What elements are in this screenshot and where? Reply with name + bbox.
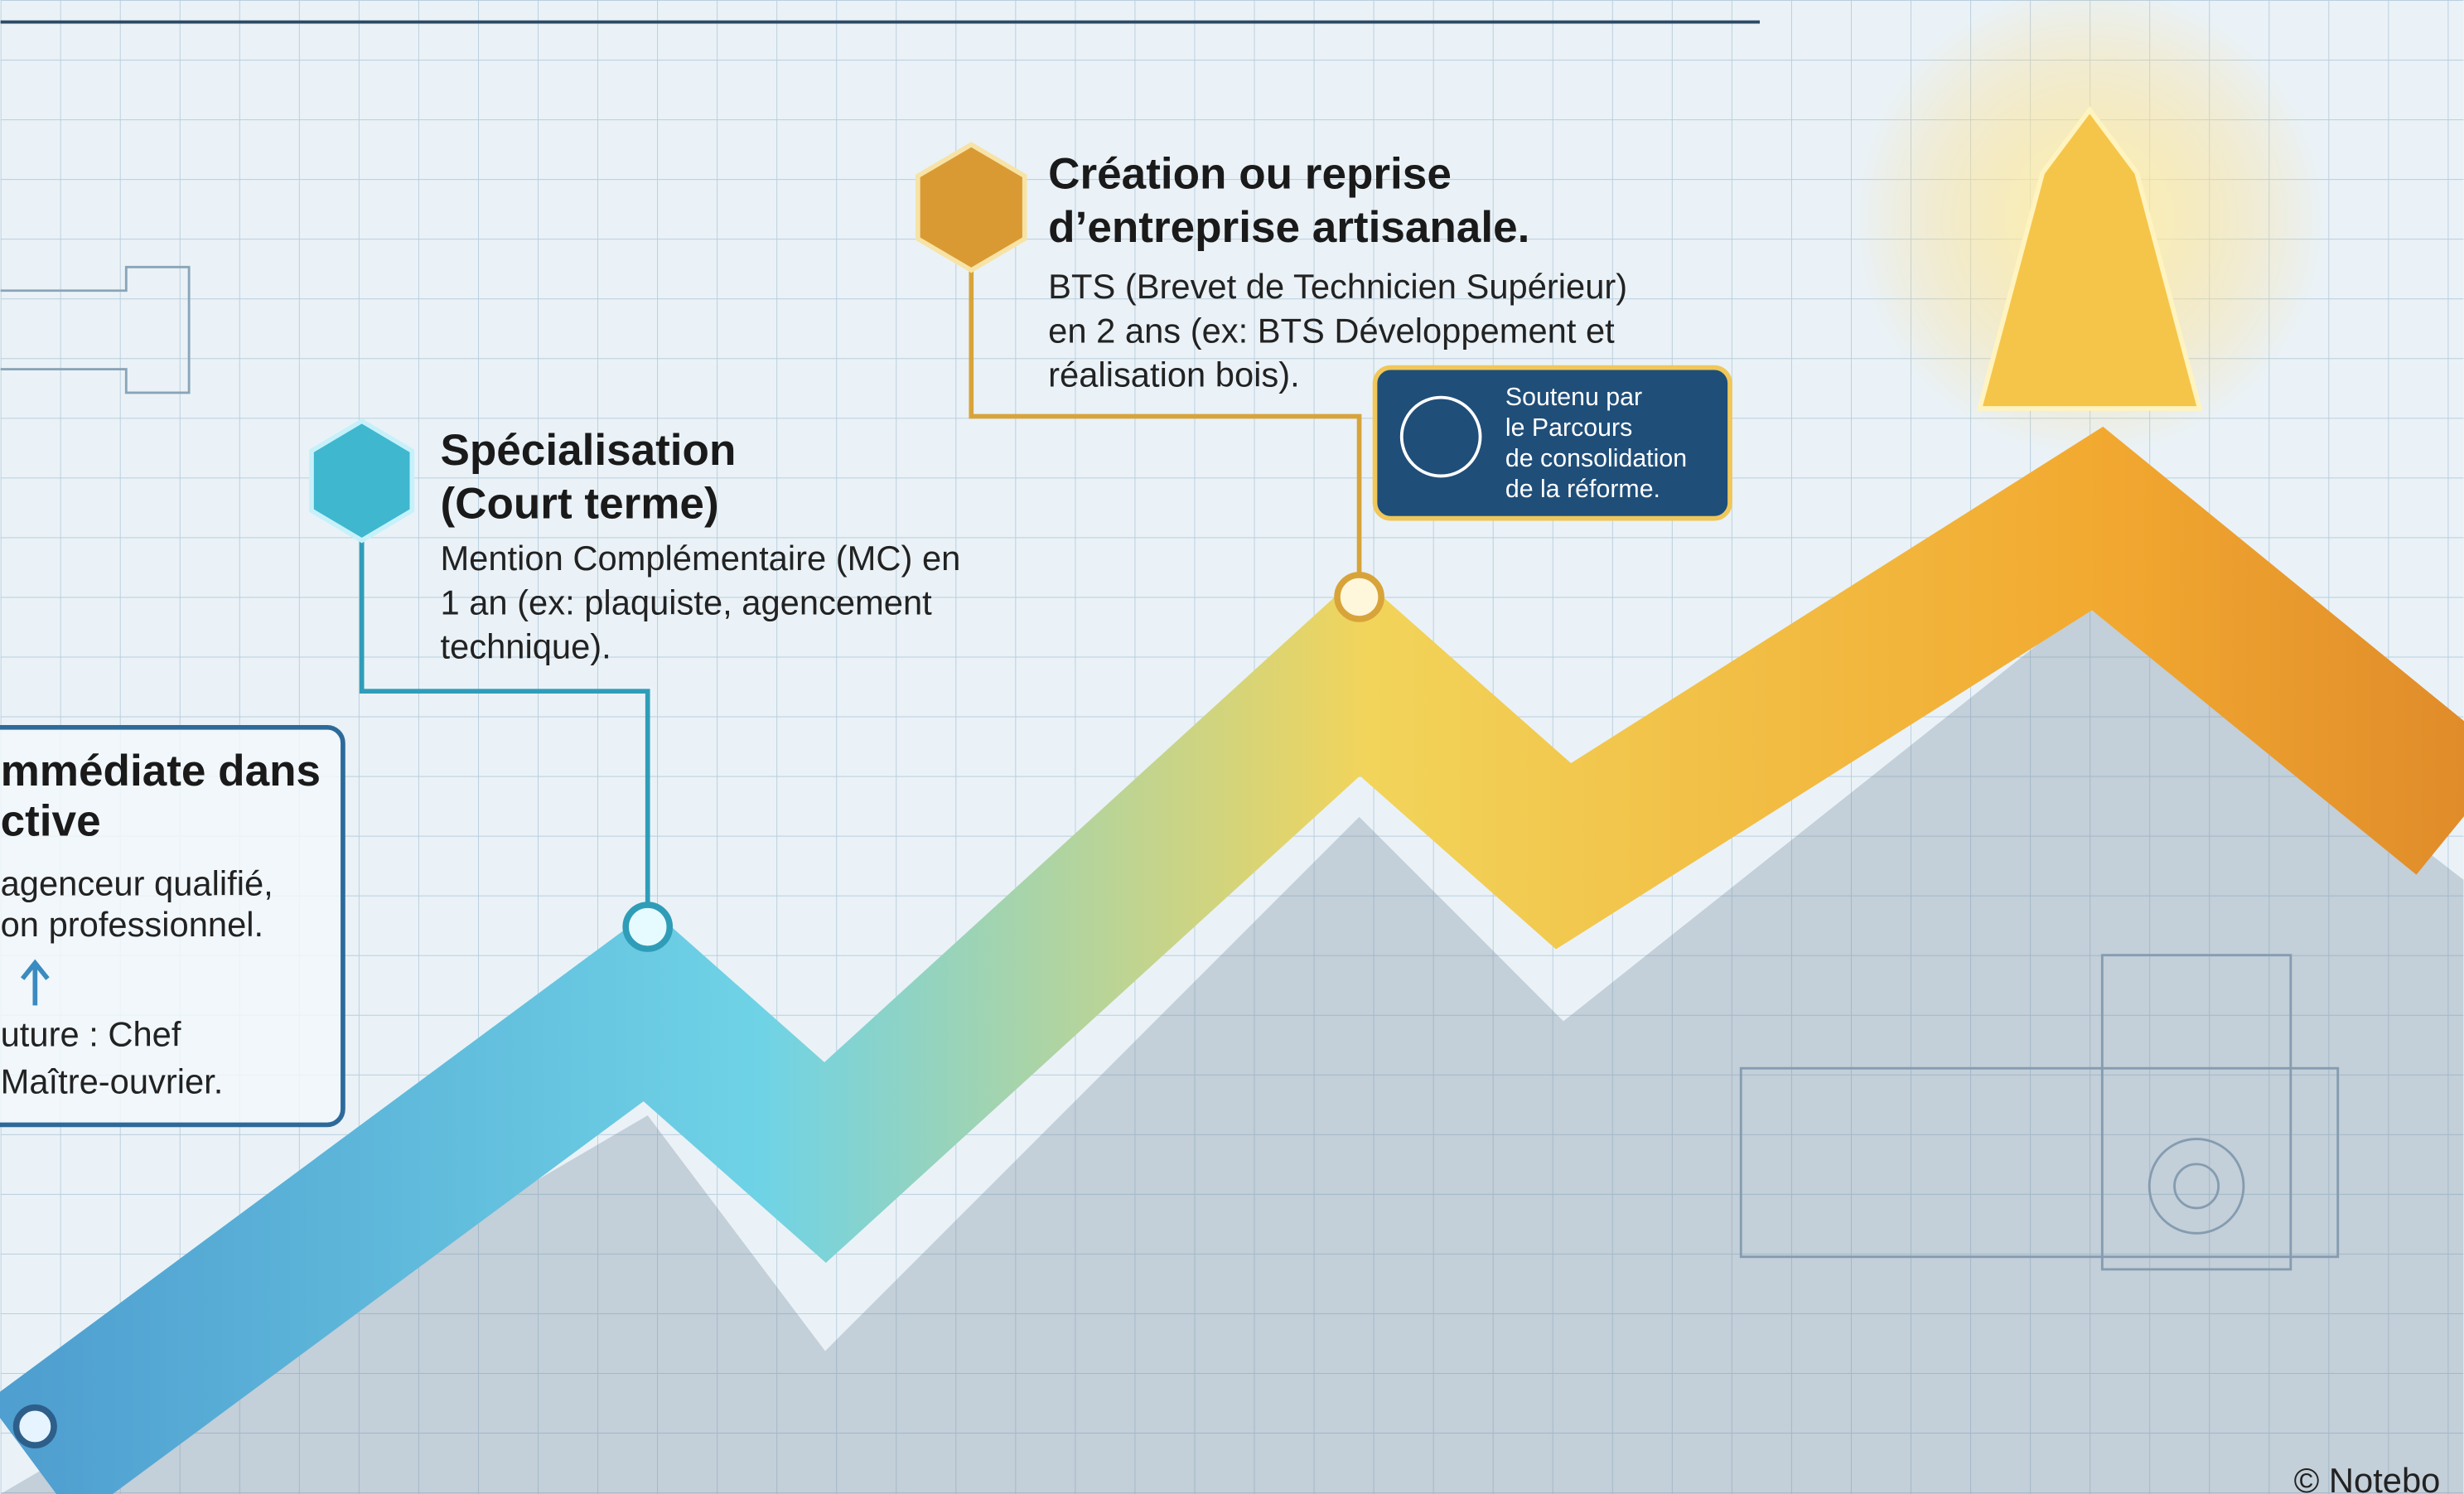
milestone — [1337, 575, 1381, 619]
badge-text: Soutenu par — [1505, 384, 1642, 411]
milestone — [626, 905, 669, 949]
infographic: Spécialisation (Court terme) Mention Compl… — [0, 0, 2464, 1494]
step-title: Création ou reprise — [1048, 150, 1452, 199]
card-text: uture : Chef — [1, 1015, 181, 1054]
step-title: d’entreprise artisanale. — [1048, 203, 1529, 252]
step-description: technique). — [440, 626, 611, 665]
credit: © Notebo — [2294, 1461, 2441, 1494]
page: Spécialisation (Court terme) Mention Compl… — [0, 0, 2464, 1494]
milestone — [17, 1408, 55, 1446]
step-description: 1 an (ex: plaquiste, agencement — [440, 583, 932, 621]
card-text: Maître-ouvrier. — [1, 1062, 224, 1101]
badge-text: de la réforme. — [1505, 476, 1660, 503]
step-description: en 2 ans (ex: BTS Développement et — [1048, 311, 1615, 350]
step-description: Mention Complémentaire (MC) en — [440, 539, 960, 578]
step-title: (Court terme) — [440, 480, 718, 529]
step-title: Spécialisation — [440, 426, 736, 475]
card-title: ctive — [1, 797, 101, 846]
card-text: on professionnel. — [1, 905, 264, 944]
step-description: réalisation bois). — [1048, 355, 1300, 394]
badge-text: le Parcours — [1505, 414, 1632, 442]
step-description: BTS (Brevet de Technicien Supérieur) — [1048, 267, 1627, 306]
card-text: agenceur qualifié, — [1, 864, 273, 903]
card-title: mmédiate dans — [1, 747, 321, 795]
badge-text: de consolidation — [1505, 445, 1687, 472]
